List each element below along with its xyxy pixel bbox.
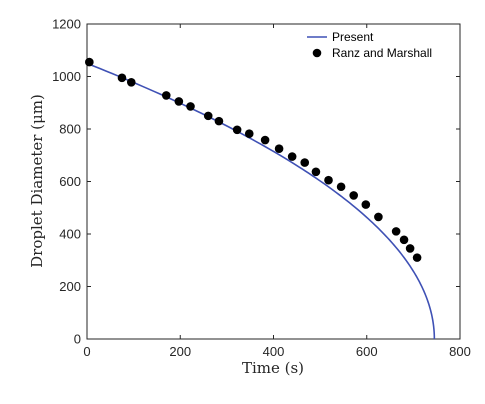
- data-point: [311, 167, 321, 177]
- data-point: [161, 91, 171, 100]
- y-tick-label: 800: [59, 122, 81, 137]
- data-point: [244, 129, 254, 139]
- legend-marker-ranz-marshall: [312, 48, 322, 58]
- plot-area: [86, 23, 461, 340]
- data-point: [232, 125, 242, 135]
- x-tick-label: 0: [83, 344, 90, 359]
- data-point: [186, 102, 195, 111]
- data-point: [336, 182, 346, 192]
- x-tick-label: 400: [263, 344, 285, 359]
- x-tick-label: 800: [449, 344, 471, 359]
- data-point: [214, 116, 224, 126]
- data-point: [349, 191, 358, 200]
- data-point: [399, 235, 409, 245]
- axis-ticks: 0 200 400 600 800 0 200 400 600 800 1000 1200: [52, 17, 471, 360]
- y-tick-label: 1000: [52, 69, 81, 84]
- x-axis-label: Time (s): [242, 359, 304, 377]
- legend-label-ranz-marshall: Ranz and Marshall: [332, 46, 432, 60]
- data-point: [287, 152, 297, 161]
- data-point: [126, 77, 136, 87]
- data-point: [260, 135, 270, 145]
- legend-label-present: Present: [332, 30, 374, 44]
- y-tick-label: 1200: [52, 17, 81, 32]
- data-point: [203, 111, 213, 121]
- data-point: [412, 253, 422, 262]
- x-tick-label: 200: [169, 344, 191, 359]
- y-axis-label: Droplet Diameter (μm): [28, 94, 46, 268]
- x-tick-label: 600: [356, 344, 378, 359]
- y-tick-label: 200: [59, 279, 81, 294]
- y-tick-label: 0: [74, 332, 81, 347]
- y-tick-label: 400: [59, 227, 81, 242]
- data-point: [300, 158, 310, 167]
- data-point: [405, 244, 415, 253]
- data-point: [374, 212, 383, 222]
- data-point: [324, 175, 333, 185]
- data-point: [85, 57, 94, 67]
- legend: Present Ranz and Marshall: [307, 30, 432, 60]
- data-point: [361, 200, 371, 209]
- data-point: [174, 97, 184, 106]
- series-ranz-marshall: [85, 57, 422, 262]
- data-point: [391, 227, 401, 236]
- y-tick-label: 600: [59, 174, 81, 189]
- data-point: [274, 144, 284, 153]
- data-point: [117, 73, 127, 83]
